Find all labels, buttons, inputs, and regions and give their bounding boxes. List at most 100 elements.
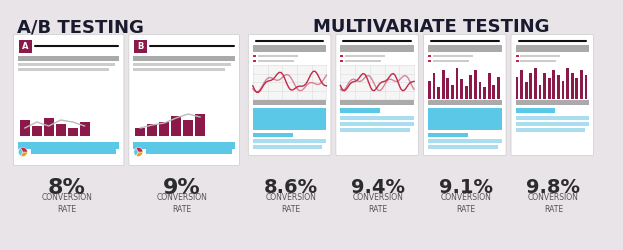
Bar (147, 124, 157, 136)
Bar (20, 120, 30, 136)
Bar (442, 70, 445, 99)
Bar (525, 82, 528, 99)
FancyBboxPatch shape (14, 34, 124, 166)
Bar (253, 100, 326, 105)
Wedge shape (136, 152, 143, 156)
Bar (548, 78, 551, 99)
Bar (340, 55, 343, 57)
Text: 9.8%: 9.8% (526, 178, 581, 197)
Bar (474, 70, 477, 99)
Bar (465, 86, 468, 99)
Bar (451, 84, 454, 99)
Bar (433, 60, 468, 62)
FancyBboxPatch shape (336, 34, 419, 156)
Bar (253, 55, 256, 57)
Bar (55, 124, 65, 136)
Bar (428, 108, 502, 130)
Bar (492, 84, 495, 99)
Text: CONVERSION
RATE: CONVERSION RATE (265, 193, 316, 214)
Bar (253, 45, 326, 52)
Bar (18, 68, 110, 71)
Text: CONVERSION
RATE: CONVERSION RATE (528, 193, 579, 214)
Bar (446, 78, 449, 99)
Bar (580, 70, 583, 99)
Bar (557, 76, 560, 99)
Wedge shape (134, 148, 138, 156)
Bar (576, 78, 578, 99)
Bar (159, 122, 169, 136)
Bar (44, 118, 54, 136)
Bar (428, 45, 502, 52)
Bar (584, 76, 587, 99)
Wedge shape (19, 148, 23, 156)
Bar (80, 122, 90, 136)
Bar (340, 45, 414, 52)
Text: 9.1%: 9.1% (439, 178, 493, 197)
Bar (515, 122, 589, 126)
Bar (135, 40, 147, 53)
Bar (428, 145, 498, 149)
Bar (133, 68, 225, 71)
Bar (340, 60, 343, 62)
Bar (253, 108, 326, 130)
Text: 9%: 9% (163, 178, 201, 198)
Bar (195, 114, 205, 136)
Bar (543, 73, 546, 99)
Bar (469, 76, 472, 99)
Bar (133, 63, 231, 66)
Bar (171, 116, 181, 136)
Bar (515, 116, 589, 120)
Bar (483, 87, 486, 99)
Bar (497, 77, 500, 99)
Bar (258, 55, 298, 57)
Bar (183, 120, 193, 136)
Bar (428, 81, 431, 99)
Bar (455, 68, 459, 99)
Bar (68, 128, 78, 136)
Bar (340, 100, 414, 105)
FancyBboxPatch shape (249, 34, 331, 156)
Bar (133, 142, 235, 149)
FancyBboxPatch shape (511, 34, 594, 156)
Bar (133, 56, 235, 61)
Bar (428, 100, 502, 105)
Bar (340, 116, 414, 120)
Bar (432, 73, 435, 99)
Text: CONVERSION
RATE: CONVERSION RATE (41, 193, 92, 214)
Text: CONVERSION
RATE: CONVERSION RATE (440, 193, 491, 214)
Bar (253, 139, 326, 143)
Bar (18, 63, 115, 66)
FancyBboxPatch shape (424, 34, 506, 156)
Bar (515, 128, 585, 132)
Bar (340, 128, 410, 132)
Bar (460, 80, 463, 99)
Wedge shape (136, 148, 143, 152)
Bar (340, 122, 414, 126)
Bar (478, 82, 482, 99)
Bar (428, 133, 468, 137)
Bar (345, 55, 385, 57)
Text: 8.6%: 8.6% (264, 178, 318, 197)
Text: 9.4%: 9.4% (351, 178, 405, 197)
Text: A: A (22, 42, 29, 51)
Bar (428, 55, 431, 57)
Text: MULTIVARIATE TESTING: MULTIVARIATE TESTING (313, 18, 549, 36)
Bar (566, 68, 569, 99)
Bar (515, 77, 518, 99)
Bar (253, 65, 326, 99)
Bar (31, 149, 117, 154)
Bar (520, 55, 560, 57)
Bar (515, 100, 589, 105)
Bar (561, 81, 564, 99)
Bar (258, 60, 293, 62)
Bar (253, 145, 323, 149)
Bar (253, 133, 293, 137)
Bar (18, 56, 120, 61)
Bar (340, 108, 380, 113)
Bar (534, 68, 537, 99)
Bar (538, 84, 541, 99)
Text: 8%: 8% (48, 178, 85, 198)
Text: CONVERSION
RATE: CONVERSION RATE (353, 193, 404, 214)
Bar (553, 70, 555, 99)
Bar (340, 65, 414, 99)
